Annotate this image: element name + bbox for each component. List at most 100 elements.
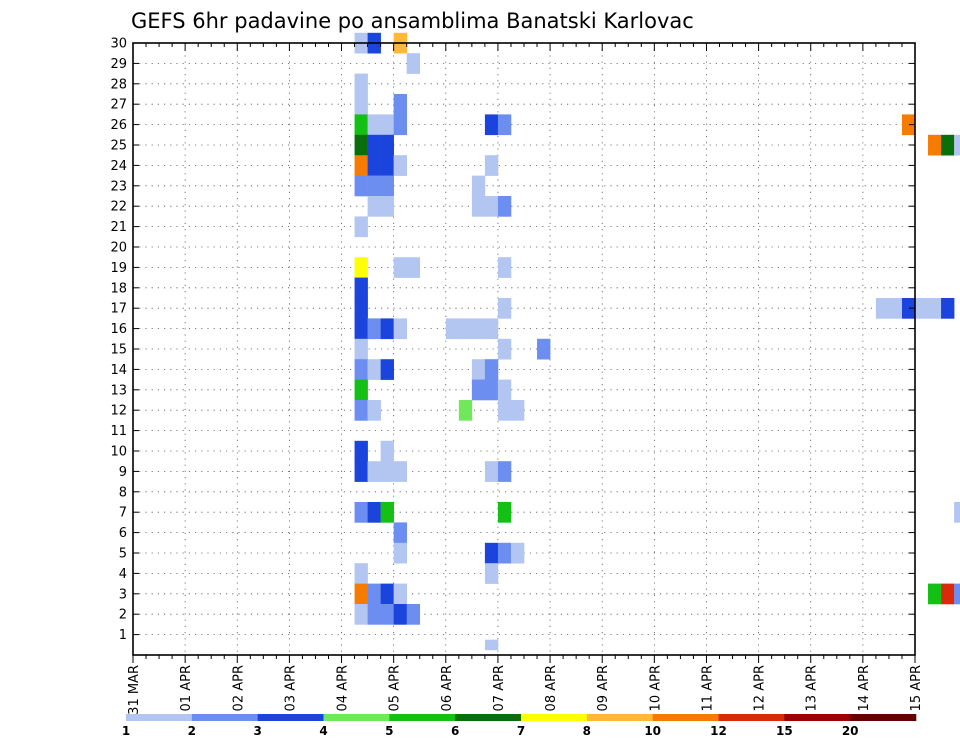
heatmap-cell	[354, 318, 368, 340]
y-tick-label: 14	[110, 363, 127, 378]
heatmap-cell	[380, 604, 394, 625]
heatmap-cell	[915, 298, 929, 319]
heatmap-cell	[941, 583, 955, 605]
heatmap-cell	[497, 196, 512, 217]
heatmap-cell	[380, 359, 394, 380]
grid-layer	[133, 42, 915, 655]
heatmap-cell	[380, 461, 394, 482]
heatmap-cell	[393, 542, 407, 564]
colorbar-tick-label: 20	[842, 724, 859, 738]
heatmap-cell	[484, 563, 499, 584]
colorbar-swatch	[652, 714, 719, 721]
colorbar-swatch	[389, 714, 456, 721]
heatmap-cell	[393, 583, 407, 605]
y-tick-label: 25	[110, 139, 127, 154]
heatmap-cell	[901, 114, 916, 136]
heatmap-cell	[393, 604, 407, 625]
colorbar-tick-label: 4	[319, 724, 327, 738]
heatmap-cell	[354, 73, 368, 95]
heatmap-cell	[367, 134, 381, 156]
heatmap-cell	[406, 257, 421, 278]
x-tick-label: 31 MAR	[127, 665, 142, 715]
heatmap-cell	[471, 359, 486, 380]
heatmap-cell	[484, 379, 499, 401]
heatmap-cell	[497, 379, 512, 401]
heatmap-cell	[354, 563, 368, 584]
colorbar-swatch	[850, 714, 917, 721]
heatmap-cell	[380, 502, 394, 523]
y-tick-label: 28	[110, 77, 127, 92]
heatmap-cell	[380, 114, 394, 136]
y-tick-label: 17	[110, 302, 127, 317]
heatmap-cell	[354, 114, 368, 136]
x-tick-label: 06 APR	[440, 665, 455, 711]
y-tick-label: 10	[110, 445, 127, 460]
heatmap-cell	[497, 502, 512, 523]
y-tick-label: 8	[119, 485, 127, 500]
heatmap-cell	[367, 175, 381, 197]
x-tick-label: 15 APR	[909, 665, 924, 711]
heatmap-cell	[354, 461, 368, 482]
colorbar-swatch	[323, 714, 390, 721]
heatmap-cell	[458, 318, 473, 340]
heatmap-cell	[875, 298, 890, 319]
colorbar-swatch	[257, 714, 324, 721]
heatmap-cell	[354, 134, 368, 156]
heatmap-cell	[928, 134, 942, 156]
y-tick-label: 24	[110, 159, 127, 174]
colorbar-tick-label: 5	[385, 724, 393, 738]
heatmap-cell	[484, 542, 499, 564]
x-axis: 31 MAR 01 APR 02 APR 03 APR 04 APR 05 APR 06 A…	[127, 43, 924, 715]
heatmap-cell	[393, 461, 407, 482]
heatmap-cell	[354, 379, 368, 401]
heatmap-cell	[367, 155, 381, 176]
colorbar-swatch	[191, 714, 258, 721]
y-axis: 1234567891011121314151617181920212223242…	[110, 37, 915, 643]
heatmap-cell	[354, 175, 368, 197]
colorbar-swatch	[718, 714, 785, 721]
heatmap-cell	[484, 155, 499, 176]
colorbar: 1 2 3 4 5 6 7 8 10 12 15 20	[122, 714, 917, 738]
heatmap-cell	[393, 522, 407, 544]
heatmap-cell	[445, 318, 460, 340]
colorbar-tick-label: 12	[710, 724, 727, 738]
x-tick-label: 14 APR	[857, 665, 872, 711]
heatmap-cell	[941, 298, 955, 319]
heatmap-cell	[380, 583, 394, 605]
colorbar-swatch	[126, 714, 193, 721]
y-tick-label: 19	[110, 261, 127, 276]
colorbar-tick-label: 6	[451, 724, 459, 738]
heatmap-cell	[380, 196, 394, 217]
heatmap-cell	[471, 196, 486, 217]
y-tick-label: 2	[119, 608, 127, 623]
y-tick-label: 11	[110, 424, 127, 439]
y-tick-label: 6	[119, 526, 127, 541]
heatmap-cell	[380, 134, 394, 156]
heatmap-cell	[354, 216, 368, 238]
heatmap-cell	[354, 155, 368, 176]
colorbar-swatch	[784, 714, 851, 721]
heatmap-cell	[497, 338, 512, 360]
heatmap-cell	[471, 379, 486, 401]
heatmap-cell	[497, 461, 512, 482]
x-tick-label: 08 APR	[544, 665, 559, 711]
y-tick-label: 22	[110, 200, 127, 215]
colorbar-tick-label: 8	[583, 724, 591, 738]
x-tick-label: 12 APR	[753, 665, 768, 711]
heatmap-cell	[954, 134, 960, 156]
y-tick-label: 16	[110, 322, 127, 337]
x-tick-label: 07 APR	[492, 665, 507, 711]
y-tick-label: 12	[110, 404, 127, 419]
heatmap-cell	[380, 440, 394, 462]
heatmap-cell	[367, 604, 381, 625]
heatmap-cell	[471, 318, 486, 340]
heatmap-cell	[380, 155, 394, 176]
heatmap-cell	[354, 277, 368, 299]
heatmap-cell	[354, 257, 368, 278]
y-tick-label: 21	[110, 220, 127, 235]
heatmap-cell	[354, 94, 368, 115]
heatmap-cell	[484, 114, 499, 136]
y-tick-label: 9	[119, 465, 127, 480]
y-tick-label: 27	[110, 98, 127, 113]
